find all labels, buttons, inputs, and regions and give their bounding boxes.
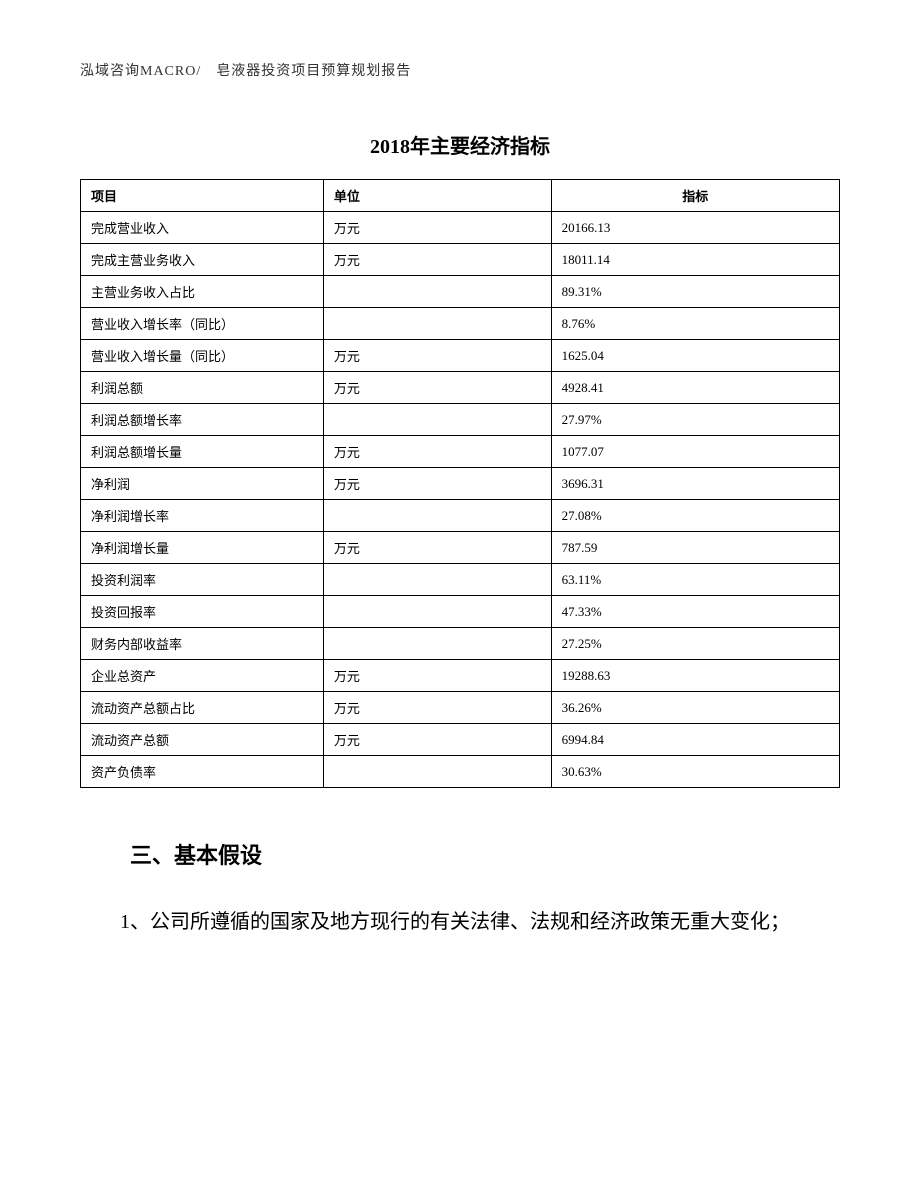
cell-value: 30.63% [551, 756, 839, 788]
cell-unit [323, 564, 551, 596]
page-header: 泓域咨询MACRO/ 皂液器投资项目预算规划报告 [80, 60, 840, 80]
cell-value: 47.33% [551, 596, 839, 628]
economic-indicators-table: 项目 单位 指标 完成营业收入万元20166.13完成主营业务收入万元18011… [80, 179, 840, 788]
cell-value: 6994.84 [551, 724, 839, 756]
column-header-item: 项目 [81, 180, 324, 212]
cell-value: 4928.41 [551, 372, 839, 404]
table-row: 投资回报率 47.33% [81, 596, 840, 628]
table-row: 资产负债率 30.63% [81, 756, 840, 788]
cell-value: 787.59 [551, 532, 839, 564]
table-row: 净利润增长量万元787.59 [81, 532, 840, 564]
cell-unit: 万元 [323, 468, 551, 500]
cell-item: 财务内部收益率 [81, 628, 324, 660]
cell-item: 流动资产总额 [81, 724, 324, 756]
cell-unit: 万元 [323, 436, 551, 468]
cell-value: 3696.31 [551, 468, 839, 500]
cell-unit: 万元 [323, 244, 551, 276]
cell-item: 营业收入增长量（同比） [81, 340, 324, 372]
cell-item: 完成主营业务收入 [81, 244, 324, 276]
table-row: 流动资产总额万元6994.84 [81, 724, 840, 756]
table-row: 完成主营业务收入万元18011.14 [81, 244, 840, 276]
table-row: 企业总资产万元19288.63 [81, 660, 840, 692]
table-row: 完成营业收入万元20166.13 [81, 212, 840, 244]
cell-value: 27.08% [551, 500, 839, 532]
cell-unit [323, 596, 551, 628]
body-paragraph: 1、公司所遵循的国家及地方现行的有关法律、法规和经济政策无重大变化； [80, 900, 840, 944]
cell-item: 利润总额 [81, 372, 324, 404]
cell-unit [323, 276, 551, 308]
column-header-unit: 单位 [323, 180, 551, 212]
cell-item: 净利润 [81, 468, 324, 500]
cell-item: 利润总额增长率 [81, 404, 324, 436]
cell-unit: 万元 [323, 692, 551, 724]
cell-value: 89.31% [551, 276, 839, 308]
table-header-row: 项目 单位 指标 [81, 180, 840, 212]
table-row: 利润总额增长量万元1077.07 [81, 436, 840, 468]
cell-item: 净利润增长率 [81, 500, 324, 532]
table-row: 净利润万元3696.31 [81, 468, 840, 500]
cell-unit: 万元 [323, 660, 551, 692]
cell-item: 主营业务收入占比 [81, 276, 324, 308]
cell-unit: 万元 [323, 340, 551, 372]
cell-item: 营业收入增长率（同比） [81, 308, 324, 340]
cell-value: 36.26% [551, 692, 839, 724]
cell-unit: 万元 [323, 724, 551, 756]
cell-item: 资产负债率 [81, 756, 324, 788]
table-row: 投资利润率 63.11% [81, 564, 840, 596]
table-row: 营业收入增长率（同比） 8.76% [81, 308, 840, 340]
cell-item: 企业总资产 [81, 660, 324, 692]
section-heading: 三、基本假设 [130, 838, 840, 870]
table-row: 利润总额万元4928.41 [81, 372, 840, 404]
cell-value: 20166.13 [551, 212, 839, 244]
cell-value: 27.97% [551, 404, 839, 436]
table-row: 利润总额增长率 27.97% [81, 404, 840, 436]
table-row: 营业收入增长量（同比）万元1625.04 [81, 340, 840, 372]
table-row: 财务内部收益率 27.25% [81, 628, 840, 660]
cell-unit [323, 500, 551, 532]
cell-value: 19288.63 [551, 660, 839, 692]
cell-item: 投资回报率 [81, 596, 324, 628]
cell-value: 18011.14 [551, 244, 839, 276]
cell-unit: 万元 [323, 212, 551, 244]
cell-unit [323, 404, 551, 436]
cell-item: 流动资产总额占比 [81, 692, 324, 724]
cell-value: 1077.07 [551, 436, 839, 468]
cell-unit [323, 756, 551, 788]
cell-item: 投资利润率 [81, 564, 324, 596]
cell-item: 利润总额增长量 [81, 436, 324, 468]
column-header-value: 指标 [551, 180, 839, 212]
table-row: 主营业务收入占比 89.31% [81, 276, 840, 308]
cell-value: 27.25% [551, 628, 839, 660]
table-title: 2018年主要经济指标 [80, 130, 840, 159]
cell-value: 8.76% [551, 308, 839, 340]
table-row: 流动资产总额占比万元36.26% [81, 692, 840, 724]
cell-unit [323, 308, 551, 340]
cell-value: 63.11% [551, 564, 839, 596]
cell-unit: 万元 [323, 532, 551, 564]
cell-unit [323, 628, 551, 660]
cell-unit: 万元 [323, 372, 551, 404]
cell-value: 1625.04 [551, 340, 839, 372]
cell-item: 净利润增长量 [81, 532, 324, 564]
table-row: 净利润增长率 27.08% [81, 500, 840, 532]
cell-item: 完成营业收入 [81, 212, 324, 244]
